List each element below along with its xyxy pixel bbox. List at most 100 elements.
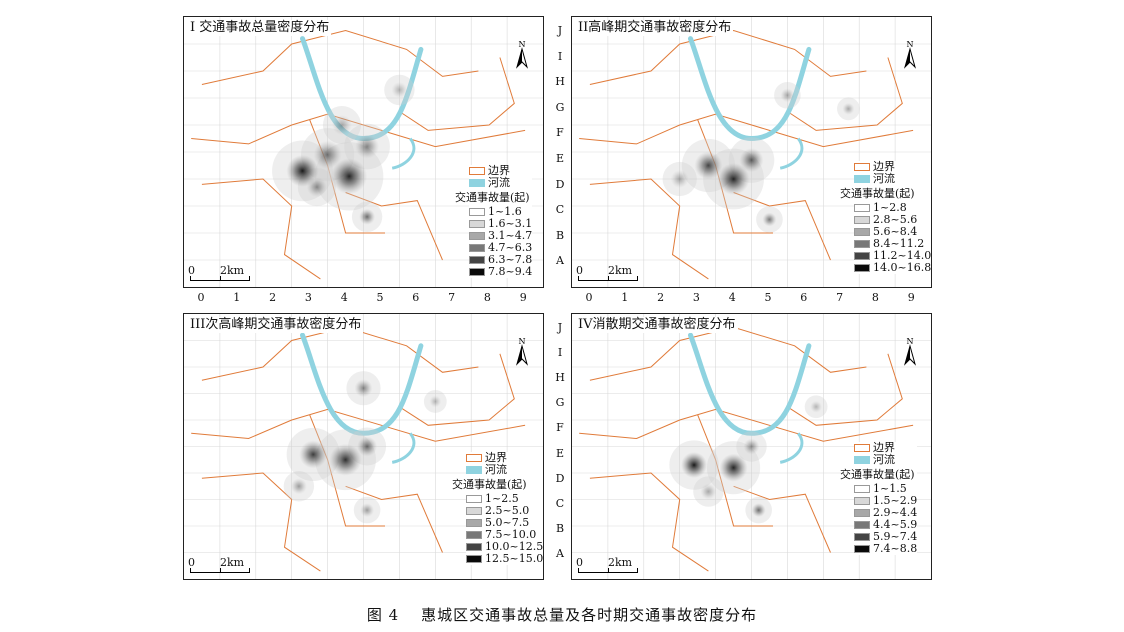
column-label: 7 bbox=[836, 291, 844, 304]
legend-class-label: 1~1.6 bbox=[488, 205, 522, 218]
legend-boundary-label: 边界 bbox=[873, 160, 895, 173]
row-label: D bbox=[555, 177, 565, 191]
scale-bar: 0 2km bbox=[576, 555, 646, 575]
legend-river: 河流 bbox=[854, 454, 917, 466]
row-label: G bbox=[555, 396, 565, 410]
legend-boundary: 边界 bbox=[854, 161, 931, 173]
north-label: N bbox=[519, 40, 526, 49]
svg-text:N: N bbox=[907, 40, 914, 49]
legend-class: 5.6~8.4 bbox=[854, 226, 931, 238]
legend-river: 河流 bbox=[854, 173, 931, 185]
row-label: H bbox=[555, 371, 565, 385]
row-label: C bbox=[555, 203, 565, 217]
legend-class-label: 2.9~4.4 bbox=[873, 506, 918, 519]
legend-class-label: 12.5~15.0 bbox=[485, 552, 544, 565]
legend-class: 5.0~7.5 bbox=[466, 517, 543, 529]
legend-heading: 交通事故量(起) bbox=[840, 187, 915, 200]
map-panel-2: II高峰期交通事故密度分布 N 边界 河流 交通事故量(起) 1~2.8 2.8~5.6… bbox=[571, 16, 932, 288]
row-label: I bbox=[557, 346, 563, 360]
legend-1: 边界 河流交通事故量(起) 1~1.6 1.6~3.1 3.1~4.7 4.7~6.3 6.… bbox=[455, 165, 533, 278]
density-map-3 bbox=[184, 314, 543, 579]
row-label: G bbox=[555, 100, 565, 114]
legend-class-label: 4.7~6.3 bbox=[488, 241, 533, 254]
row-label: A bbox=[556, 546, 564, 560]
legend-class: 2.5~5.0 bbox=[466, 505, 543, 517]
scale-distance: 2km bbox=[220, 264, 245, 277]
legend-river-label: 河流 bbox=[485, 463, 507, 476]
row-label: E bbox=[555, 446, 565, 460]
column-label: 4 bbox=[728, 291, 736, 304]
scale-bar: 0 2km bbox=[188, 263, 258, 283]
column-label: 3 bbox=[692, 291, 700, 304]
legend-class-label: 5.6~8.4 bbox=[873, 225, 918, 238]
legend-heading: 交通事故量(起) bbox=[452, 478, 527, 491]
legend-river-label: 河流 bbox=[873, 453, 895, 466]
figure-number: 图 4 bbox=[366, 606, 400, 624]
figure-caption: 图 4 惠城区交通事故总量及各时期交通事故密度分布 bbox=[0, 604, 1124, 625]
column-label: 2 bbox=[269, 291, 277, 304]
row-label: J bbox=[557, 321, 563, 334]
legend-class: 2.8~5.6 bbox=[854, 214, 931, 226]
legend-class-label: 7.4~8.8 bbox=[873, 542, 918, 555]
column-label: 3 bbox=[304, 291, 312, 304]
svg-text:N: N bbox=[519, 337, 526, 346]
legend-class-label: 10.0~12.5 bbox=[485, 540, 544, 553]
scale-bar: 0 2km bbox=[188, 555, 258, 575]
legend-river: 河流 bbox=[469, 177, 532, 189]
legend-class-label: 1~2.8 bbox=[873, 201, 907, 214]
panel-title-4: IV消散期交通事故密度分布 bbox=[576, 317, 738, 333]
legend-class: 1~1.6 bbox=[469, 206, 532, 218]
legend-class: 10.0~12.5 bbox=[466, 541, 543, 553]
column-label: 0 bbox=[585, 291, 593, 304]
legend-boundary: 边界 bbox=[466, 452, 543, 464]
column-label: 5 bbox=[376, 291, 384, 304]
legend-class: 3.1~4.7 bbox=[469, 230, 532, 242]
legend-boundary: 边界 bbox=[854, 442, 917, 454]
legend-heading: 交通事故量(起) bbox=[455, 191, 530, 204]
legend-class: 1~2.5 bbox=[466, 493, 543, 505]
legend-river-label: 河流 bbox=[488, 176, 510, 189]
north-arrow-icon: N bbox=[904, 40, 916, 69]
legend-boundary-label: 边界 bbox=[488, 164, 510, 177]
legend-class: 1~2.8 bbox=[854, 202, 931, 214]
legend-class-label: 4.4~5.9 bbox=[873, 518, 918, 531]
legend-class: 12.5~15.0 bbox=[466, 553, 543, 565]
legend-class: 7.5~10.0 bbox=[466, 529, 543, 541]
legend-class-label: 6.3~7.8 bbox=[488, 253, 533, 266]
legend-class-label: 11.2~14.0 bbox=[873, 249, 932, 262]
row-label: D bbox=[555, 471, 565, 485]
row-label: E bbox=[555, 152, 565, 165]
north-arrow-icon: N bbox=[516, 337, 528, 366]
legend-class-label: 1~2.5 bbox=[485, 492, 519, 505]
row-label: C bbox=[555, 496, 565, 510]
column-label: 2 bbox=[657, 291, 665, 304]
legend-class-label: 14.0~16.8 bbox=[873, 261, 932, 274]
legend-river: 河流 bbox=[466, 464, 543, 476]
density-map-4 bbox=[572, 314, 931, 579]
legend-class-label: 2.5~5.0 bbox=[485, 504, 530, 517]
column-label: 7 bbox=[448, 291, 456, 304]
column-label: 0 bbox=[197, 291, 205, 304]
legend-class: 14.0~16.8 bbox=[854, 262, 931, 274]
legend-class-label: 8.4~11.2 bbox=[873, 237, 925, 250]
column-label: 1 bbox=[621, 291, 629, 304]
legend-heading: 交通事故量(起) bbox=[840, 468, 915, 481]
legend-class-label: 2.8~5.6 bbox=[873, 213, 918, 226]
legend-class: 1~1.5 bbox=[854, 483, 917, 495]
row-label: A bbox=[556, 254, 564, 268]
svg-text:N: N bbox=[907, 337, 914, 346]
map-panel-4: IV消散期交通事故密度分布 N 边界 河流交通事故量(起) 1~1.5 1.5~2.9… bbox=[571, 313, 932, 580]
legend-class: 4.4~5.9 bbox=[854, 519, 917, 531]
legend-class-label: 7.5~10.0 bbox=[485, 528, 537, 541]
legend-boundary-label: 边界 bbox=[485, 451, 507, 464]
legend-class: 7.4~8.8 bbox=[854, 543, 917, 555]
row-label: H bbox=[555, 75, 565, 89]
legend-class-label: 1.6~3.1 bbox=[488, 217, 533, 230]
legend-boundary: 边界 bbox=[469, 165, 532, 177]
north-arrow-icon: N bbox=[516, 40, 528, 69]
legend-4: 边界 河流 交通事故量(起) 1~1.5 1.5~2.9 2.9~4.4 4.4~5.9 5.… bbox=[840, 442, 918, 555]
legend-class: 1.6~3.1 bbox=[469, 218, 532, 230]
legend-class-label: 1.5~2.9 bbox=[873, 494, 918, 507]
panel-title-3: III次高峰期交通事故密度分布 bbox=[188, 317, 364, 333]
row-label: F bbox=[556, 421, 564, 435]
